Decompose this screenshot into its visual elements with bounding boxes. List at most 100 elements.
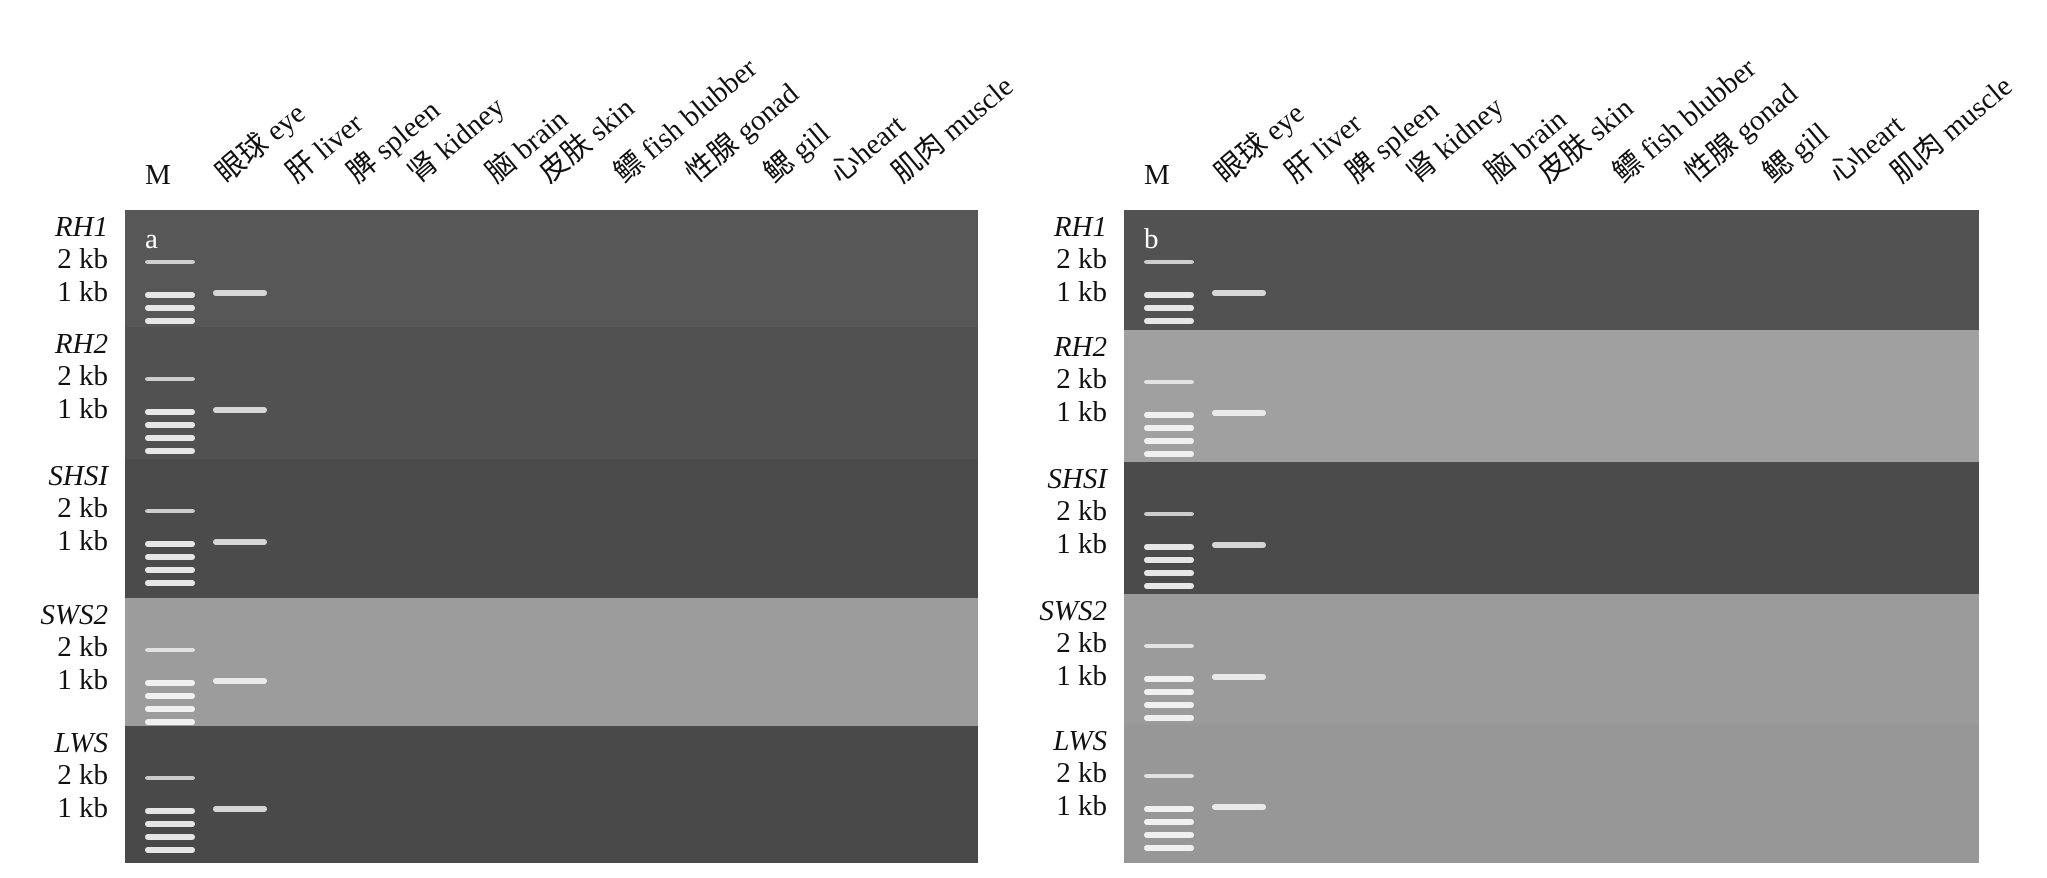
ladder-label: 2 kb — [57, 243, 108, 275]
gene-label: SWS2 — [40, 599, 108, 631]
ladder-band — [1144, 318, 1194, 324]
ladder-label: 1 kb — [1056, 528, 1107, 560]
ladder-label: 2 kb — [1056, 243, 1107, 275]
ladder-band — [145, 648, 195, 652]
gel-row — [125, 459, 978, 598]
ladder-band — [1144, 557, 1194, 563]
ladder-band — [145, 834, 195, 840]
ladder-label: 1 kb — [57, 393, 108, 425]
sample-band — [1212, 674, 1266, 680]
ladder-band — [1144, 806, 1194, 812]
gel-row — [125, 210, 978, 327]
ladder-band — [145, 580, 195, 586]
ladder-band — [145, 847, 195, 853]
ladder-band — [1144, 570, 1194, 576]
ladder-band — [1144, 715, 1194, 721]
ladder-band — [145, 693, 195, 699]
ladder-band — [1144, 451, 1194, 457]
ladder-label: 1 kb — [57, 525, 108, 557]
ladder-band — [145, 509, 195, 513]
ladder-band — [1144, 260, 1194, 264]
ladder-label: 1 kb — [57, 276, 108, 308]
ladder-label: 1 kb — [1056, 276, 1107, 308]
ladder-label: 1 kb — [57, 792, 108, 824]
ladder-band — [1144, 583, 1194, 589]
gel-row — [1124, 462, 1979, 594]
ladder-band — [1144, 292, 1194, 298]
gene-label: RH2 — [54, 328, 108, 360]
ladder-band — [145, 435, 195, 441]
ladder-band — [1144, 512, 1194, 516]
gene-label: RH1 — [54, 211, 108, 243]
ladder-band — [1144, 425, 1194, 431]
ladder-band — [1144, 819, 1194, 825]
gene-label: SHSI — [48, 460, 109, 492]
sample-band — [213, 290, 267, 296]
sample-band — [1212, 804, 1266, 810]
ladder-band — [145, 719, 195, 725]
gel-row — [125, 327, 978, 459]
gel-row — [125, 598, 978, 726]
ladder-band — [145, 821, 195, 827]
ladder-band — [145, 554, 195, 560]
gel-row — [125, 726, 978, 863]
gene-label: LWS — [53, 727, 108, 759]
ladder-band — [145, 377, 195, 381]
gel-row — [1124, 330, 1979, 462]
ladder-band — [145, 422, 195, 428]
ladder-band — [145, 292, 195, 298]
ladder-band — [145, 808, 195, 814]
ladder-band — [145, 776, 195, 780]
ladder-label: 2 kb — [1056, 363, 1107, 395]
ladder-band — [145, 448, 195, 454]
sample-band — [1212, 290, 1266, 296]
ladder-label: 1 kb — [1056, 660, 1107, 692]
ladder-band — [1144, 774, 1194, 778]
ladder-label: 2 kb — [57, 631, 108, 663]
ladder-label: 2 kb — [1056, 757, 1107, 789]
ladder-label: 2 kb — [1056, 627, 1107, 659]
ladder-band — [145, 260, 195, 264]
ladder-band — [145, 409, 195, 415]
panel-label: b — [1144, 223, 1159, 255]
marker-label: M — [145, 159, 171, 191]
ladder-band — [1144, 305, 1194, 311]
gene-label: SWS2 — [1039, 595, 1107, 627]
ladder-band — [145, 567, 195, 573]
gene-label: SHSI — [1047, 463, 1108, 495]
ladder-band — [1144, 832, 1194, 838]
ladder-label: 2 kb — [57, 492, 108, 524]
ladder-band — [1144, 845, 1194, 851]
gene-label: RH2 — [1053, 331, 1107, 363]
ladder-band — [1144, 644, 1194, 648]
sample-band — [213, 806, 267, 812]
gel-row — [1124, 210, 1979, 330]
ladder-band — [145, 706, 195, 712]
sample-band — [1212, 542, 1266, 548]
sample-band — [213, 678, 267, 684]
ladder-band — [145, 318, 195, 324]
ladder-label: 2 kb — [1056, 495, 1107, 527]
ladder-label: 1 kb — [57, 664, 108, 696]
ladder-band — [1144, 676, 1194, 682]
gel-row — [1124, 594, 1979, 724]
ladder-label: 1 kb — [1056, 790, 1107, 822]
gel-row — [1124, 724, 1979, 863]
panel-label: a — [145, 223, 158, 255]
sample-band — [1212, 410, 1266, 416]
ladder-band — [145, 541, 195, 547]
sample-band — [213, 407, 267, 413]
ladder-label: 2 kb — [57, 759, 108, 791]
gene-label: LWS — [1052, 725, 1107, 757]
ladder-band — [1144, 544, 1194, 550]
ladder-band — [145, 305, 195, 311]
ladder-band — [1144, 380, 1194, 384]
ladder-band — [1144, 702, 1194, 708]
ladder-band — [145, 680, 195, 686]
gene-label: RH1 — [1053, 211, 1107, 243]
marker-label: M — [1144, 159, 1170, 191]
ladder-label: 1 kb — [1056, 396, 1107, 428]
ladder-band — [1144, 412, 1194, 418]
ladder-band — [1144, 438, 1194, 444]
